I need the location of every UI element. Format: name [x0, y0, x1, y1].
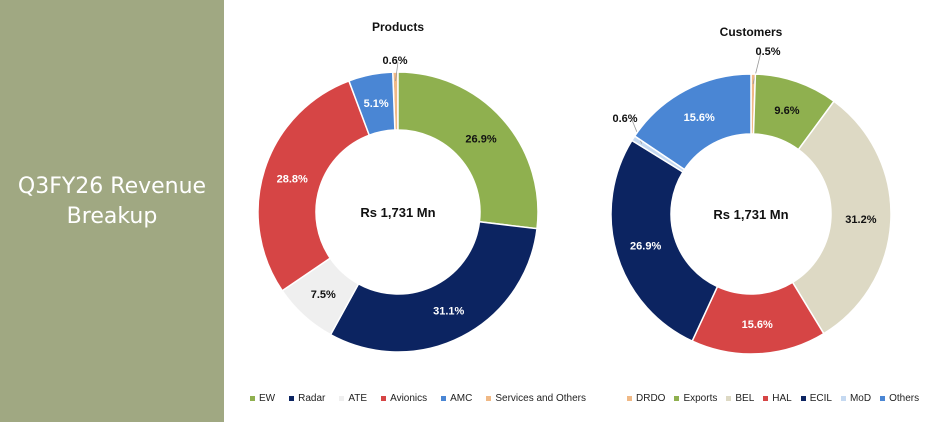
products-data-label: 26.9%: [465, 133, 496, 145]
products-slice-ew: [397, 71, 539, 230]
products-slice-avionics: [257, 79, 371, 292]
legend-item: Services and Others: [486, 393, 586, 404]
products-data-label: 28.8%: [277, 173, 308, 185]
legend-label: Others: [889, 393, 920, 404]
legend-swatch: [339, 396, 345, 401]
customers-data-label: 26.9%: [630, 241, 661, 253]
products-data-label: 7.5%: [311, 289, 336, 301]
customers-data-label: 31.2%: [845, 214, 876, 226]
legend-item: DRDO: [627, 393, 665, 404]
legend-item: Avionics: [381, 393, 427, 404]
legend-swatch: [441, 396, 447, 401]
legend-item: Others: [880, 393, 919, 404]
products-data-label: 0.6%: [382, 55, 407, 67]
customers-chart-title: Customers: [719, 25, 783, 39]
customers-data-label: 0.5%: [755, 46, 780, 58]
legend-swatch: [763, 396, 769, 401]
legend-label: ATE: [348, 393, 368, 404]
products-slice-amc: [347, 71, 396, 137]
customers-slice-bel: [791, 100, 892, 335]
customers-data-label: 0.6%: [612, 113, 637, 125]
legend-item: BEL: [726, 393, 754, 404]
legend-item: EW: [250, 393, 275, 404]
products-data-label: 31.1%: [433, 306, 464, 318]
customers-leader-line: [752, 51, 762, 85]
slide-title-line2: Breakup: [66, 204, 158, 229]
legend-item: HAL: [763, 393, 792, 404]
products-legend: EW Radar ATE Avionics AMC Services and Others: [250, 393, 586, 404]
legend-label: Avionics: [390, 393, 428, 404]
products-chart-title: Products: [371, 20, 424, 34]
legend-swatch: [880, 396, 886, 401]
legend-label: BEL: [735, 393, 755, 404]
title-panel: Q3FY26 Revenue Breakup: [0, 0, 224, 422]
legend-label: AMC: [450, 393, 473, 404]
customers-slice-ecil: [610, 139, 719, 343]
legend-swatch: [800, 396, 806, 401]
legend-swatch: [250, 396, 255, 401]
legend-swatch: [840, 396, 846, 401]
legend-label: Services and Others: [495, 393, 586, 404]
legend-item: Exports: [674, 393, 717, 404]
legend-label: MoD: [849, 393, 872, 404]
legend-swatch: [627, 396, 632, 401]
legend-label: EW: [259, 393, 276, 404]
legend-label: DRDO: [636, 393, 666, 404]
customers-slice-others: [633, 73, 752, 171]
slide-title: Q3FY26 Revenue Breakup: [0, 172, 224, 232]
products-center-label: Rs 1,731 Mn: [360, 205, 435, 220]
legend-label: HAL: [772, 393, 792, 404]
customers-data-label: 15.6%: [742, 319, 773, 331]
products-data-label: 5.1%: [364, 98, 389, 110]
legend-swatch: [289, 396, 295, 401]
legend-item: MoD: [840, 393, 872, 404]
legend-label: Exports: [683, 393, 718, 404]
customers-center-label: Rs 1,731 Mn: [713, 207, 788, 222]
legend-swatch: [486, 396, 492, 401]
legend-swatch: [381, 396, 387, 401]
customers-legend: DRDO Exports BEL HAL ECIL MoD Others: [627, 393, 919, 404]
products-slice-radar: [329, 220, 538, 353]
customers-data-label: 15.6%: [684, 112, 715, 124]
legend-swatch: [674, 396, 680, 401]
legend-item: AMC: [441, 393, 472, 404]
products-leader-line: [395, 61, 399, 82]
slide-title-line1: Q3FY26 Revenue: [17, 174, 207, 199]
legend-item: ECIL: [800, 393, 832, 404]
legend-item: Radar: [289, 393, 325, 404]
customers-data-label: 9.6%: [774, 105, 799, 117]
legend-swatch: [726, 396, 732, 401]
legend-item: ATE: [339, 393, 367, 404]
legend-label: ECIL: [809, 393, 832, 404]
legend-label: Radar: [298, 393, 326, 404]
